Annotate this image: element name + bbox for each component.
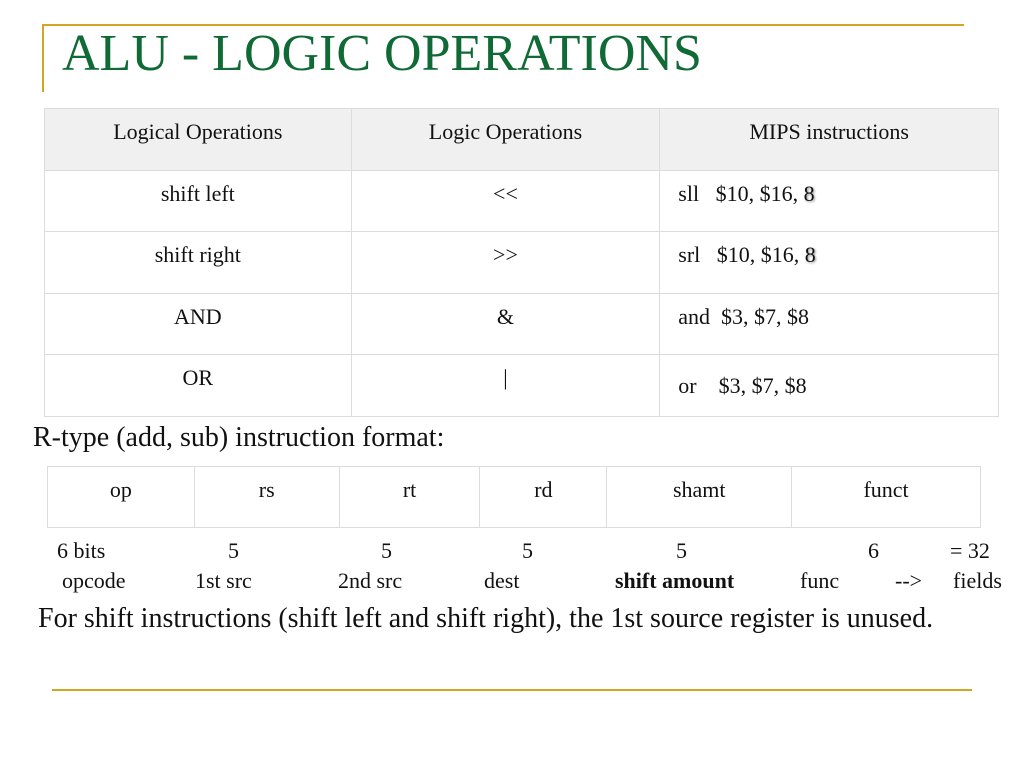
symbol-cell: <<: [350, 169, 661, 233]
symbol-cell: &: [350, 292, 661, 356]
bit-width: 5: [676, 538, 687, 563]
mips-cell: and $3, $7, $8: [659, 292, 999, 356]
bit-width: 5: [228, 538, 239, 563]
operation-cell: shift right: [44, 231, 352, 294]
mips-cell: sll $10, $16, 8: [659, 169, 999, 233]
field-rt: rt: [338, 466, 481, 528]
field-name: 1st src: [195, 568, 252, 593]
field-rs: rs: [193, 466, 340, 528]
table-row: shift left << sll $10, $16, 8: [44, 169, 999, 233]
field-name: 2nd src: [338, 568, 403, 593]
mips-text: sll $10, $16,: [678, 180, 804, 206]
mips-text: and $3, $7, $8: [678, 303, 810, 329]
table-header-row: Logical Operations Logic Operations MIPS…: [44, 108, 999, 171]
title-top-rule: [42, 24, 964, 26]
bit-width: 5: [522, 538, 533, 563]
field-name: dest: [484, 568, 520, 593]
symbol-cell: >>: [350, 231, 661, 294]
field-funct: funct: [791, 466, 981, 528]
field-shamt: shamt: [606, 466, 793, 528]
bit-width: 5: [381, 538, 392, 563]
rtype-format-label: R-type (add, sub) instruction format:: [33, 422, 445, 453]
mips-cell: or $3, $7, $8: [659, 354, 999, 417]
table-row: OR | or $3, $7, $8: [44, 354, 999, 417]
operation-cell: OR: [44, 354, 352, 417]
mips-text: srl $10, $16,: [678, 242, 805, 268]
mips-immediate: 8: [803, 180, 815, 206]
table-row: AND & and $3, $7, $8: [44, 292, 999, 356]
operation-cell: AND: [44, 292, 352, 356]
field-name: opcode: [62, 568, 126, 593]
bit-width: 6: [868, 538, 879, 563]
logic-operations-table: Logical Operations Logic Operations MIPS…: [44, 108, 999, 417]
field-name: func: [800, 568, 840, 593]
title-left-rule: [42, 24, 44, 92]
header-cell: Logical Operations: [44, 108, 352, 171]
arrow-text: -->: [895, 568, 923, 593]
mips-text: or $3, $7, $8: [678, 373, 807, 399]
field-rd: rd: [479, 466, 608, 528]
field-name: shift amount: [615, 568, 735, 593]
table-row: shift right >> srl $10, $16, 8: [44, 231, 999, 294]
field-op: op: [47, 466, 195, 528]
header-cell: MIPS instructions: [659, 108, 999, 171]
symbol-cell: |: [350, 354, 661, 417]
bottom-rule: [52, 689, 972, 691]
field-name: fields: [953, 568, 1002, 593]
rtype-format-table: op rs rt rd shamt funct: [47, 466, 981, 528]
shift-note: For shift instructions (shift left and s…: [38, 603, 934, 634]
format-row: op rs rt rd shamt funct: [47, 466, 981, 528]
header-cell: Logic Operations: [350, 108, 661, 171]
bit-total: = 32: [950, 538, 990, 563]
bit-width: 6 bits: [57, 538, 106, 563]
slide-title: ALU - LOGIC OPERATIONS: [62, 25, 702, 82]
mips-immediate: 8: [804, 242, 816, 268]
mips-cell: srl $10, $16, 8: [659, 231, 999, 294]
operation-cell: shift left: [44, 169, 352, 233]
